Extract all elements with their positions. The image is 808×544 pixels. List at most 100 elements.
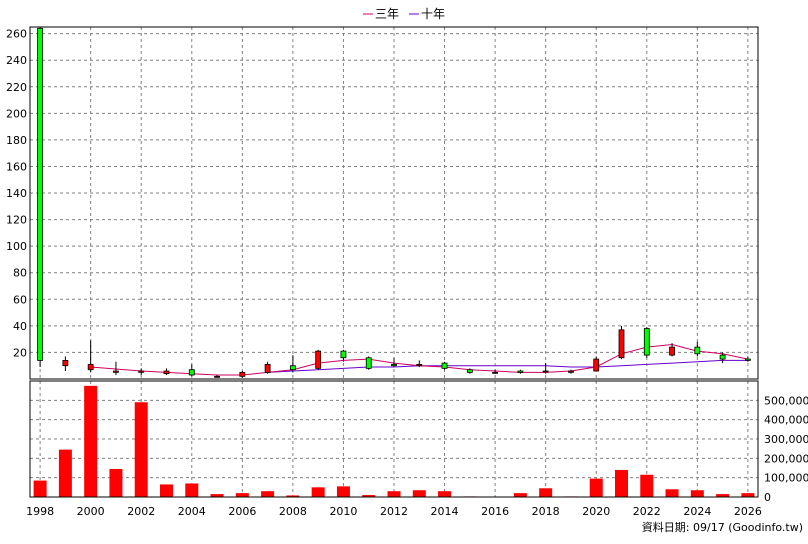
price-tick-label: 20 [13,346,27,359]
price-tick-label: 260 [6,28,27,41]
candle-body [466,369,473,373]
candle-body [719,354,726,360]
volume-tick-label: 200,000 [764,452,808,465]
volume-bar [741,493,755,497]
volume-bar [716,494,730,497]
x-tick-label: 2022 [633,505,661,518]
volume-bar [261,491,275,497]
price-tick-label: 80 [13,267,27,280]
volume-bar [84,385,98,497]
candle-body [315,350,322,369]
grid [30,27,758,497]
candle-body [492,371,499,374]
volume-bar [33,480,47,497]
candle-body [744,358,751,361]
volume-bar [286,495,300,497]
legend-label: 十年 [421,7,445,21]
candle-body [289,365,296,371]
legend: 三年 十年 [363,7,445,21]
candle-body [391,363,397,367]
candle-body [416,363,423,367]
volume-bar [210,494,224,497]
candle-body [340,350,347,359]
x-tick-label: 2006 [228,505,256,518]
candle-body [365,357,372,369]
candle-body [87,363,94,371]
volume-bar [513,493,527,497]
price-tick-label: 220 [6,81,27,94]
candle-body [643,328,650,356]
candle-body [694,346,701,355]
volume-tick-label: 400,000 [764,414,808,427]
price-tick-label: 240 [6,54,27,67]
volume-bar [160,484,173,497]
candle-body [441,362,448,369]
candle-body [517,370,524,373]
x-tick-label: 2026 [734,505,762,518]
volume-bar [640,474,654,497]
candle-body [542,370,549,373]
price-tick-label: 160 [6,160,27,173]
volume-tick-label: 100,000 [764,472,808,485]
x-tick-label: 2002 [127,505,155,518]
volume-bar [311,487,325,497]
price-tick-label: 140 [6,187,27,200]
price-tick-label: 60 [13,293,27,306]
x-tick-label: 2016 [481,505,509,518]
candle-body [593,358,600,372]
volume-bar [665,489,679,497]
volume-bars [33,385,755,498]
volume-bar [134,402,148,497]
volume-bar [109,468,123,497]
price-tick-label: 100 [6,240,27,253]
volume-bar [235,493,249,497]
price-tick-label: 200 [6,107,27,120]
candle-body [188,369,195,376]
footer-source: 資料日期: 09/17 (Goodinfo.tw) [642,520,803,534]
x-tick-label: 2012 [380,505,408,518]
volume-tick-label: 300,000 [764,433,808,446]
candle-body [138,370,145,373]
candle-body [264,363,271,373]
volume-bar [539,488,553,497]
x-tick-label: 2004 [178,505,206,518]
volume-bar [412,490,426,497]
x-tick-label: 2018 [532,505,560,518]
volume-bar [438,491,452,497]
volume-tick-label: 0 [764,491,771,504]
candle-body [568,370,574,373]
legend-label: 三年 [375,7,399,21]
volume-bar [362,495,376,497]
price-tick-label: 40 [13,320,27,333]
candlesticks [37,27,751,378]
candle-body [163,370,170,375]
volume-bar [589,478,603,497]
candle-body [669,346,675,356]
x-tick-label: 2020 [582,505,610,518]
candle-body [113,370,119,373]
candle-body [214,375,220,378]
candle-body [62,360,69,367]
volume-bar [336,486,350,497]
x-tick-label: 1998 [26,505,54,518]
axes [29,26,759,498]
volume-tick-label: 500,000 [764,394,808,407]
volume-panel-frame [29,380,759,498]
candle-body [37,27,44,361]
candle-body [618,329,625,359]
volume-bar [58,449,72,497]
x-tick-label: 2024 [683,505,711,518]
candle-body [239,371,246,377]
x-tick-label: 2010 [329,505,357,518]
price-tick-label: 180 [6,134,27,147]
volume-bar [690,490,704,497]
volume-bar [615,469,628,497]
volume-bar [185,483,199,497]
x-tick-label: 2000 [77,505,105,518]
price-tick-label: 120 [6,214,27,227]
tick-labels: 1998 2000 2002 2004 2006 2008 2010 2012 2014 2016… [6,28,808,518]
volume-bar [387,491,401,497]
x-tick-label: 2014 [431,505,459,518]
